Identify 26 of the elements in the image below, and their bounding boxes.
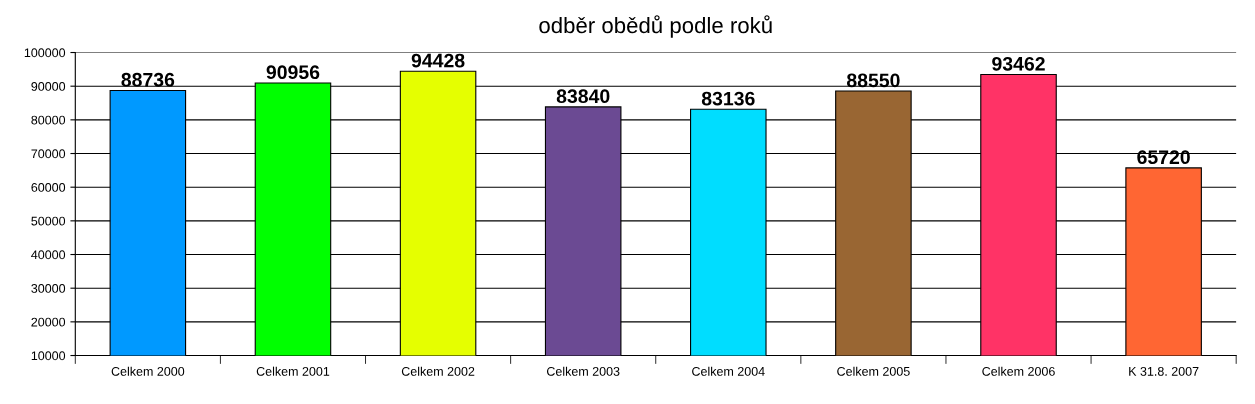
x-tick-label: K 31.8. 2007 xyxy=(1129,366,1199,376)
y-tick-label: 100000 xyxy=(24,48,66,58)
data-label: 88736 xyxy=(121,72,175,87)
data-label: 88550 xyxy=(846,73,900,88)
x-tick-label: Celkem 2002 xyxy=(401,366,475,376)
data-label: 83136 xyxy=(701,91,755,106)
y-tick-label: 60000 xyxy=(31,182,66,192)
data-label: 90956 xyxy=(266,65,320,80)
y-tick-label: 90000 xyxy=(31,81,66,91)
x-tick-label: Celkem 2003 xyxy=(546,366,620,376)
y-tick-label: 70000 xyxy=(31,149,66,159)
y-tick-label: 20000 xyxy=(31,317,66,327)
x-tick-label: Celkem 2001 xyxy=(256,366,330,376)
y-tick-label: 30000 xyxy=(31,283,66,293)
chart-title: odběr obědů podle roků xyxy=(539,15,772,38)
y-tick-label: 50000 xyxy=(31,216,66,226)
data-label: 93462 xyxy=(992,56,1045,71)
x-tick-label: Celkem 2000 xyxy=(111,366,185,376)
y-tick-label: 10000 xyxy=(31,351,66,361)
x-tick-label: Celkem 2005 xyxy=(837,366,910,376)
data-label: 94428 xyxy=(411,53,465,68)
y-tick-label: 80000 xyxy=(31,115,66,125)
x-tick-label: Celkem 2006 xyxy=(982,366,1055,376)
data-label: 83840 xyxy=(556,89,610,104)
x-tick-label: Celkem 2004 xyxy=(692,366,765,376)
y-tick-label: 40000 xyxy=(31,250,66,260)
